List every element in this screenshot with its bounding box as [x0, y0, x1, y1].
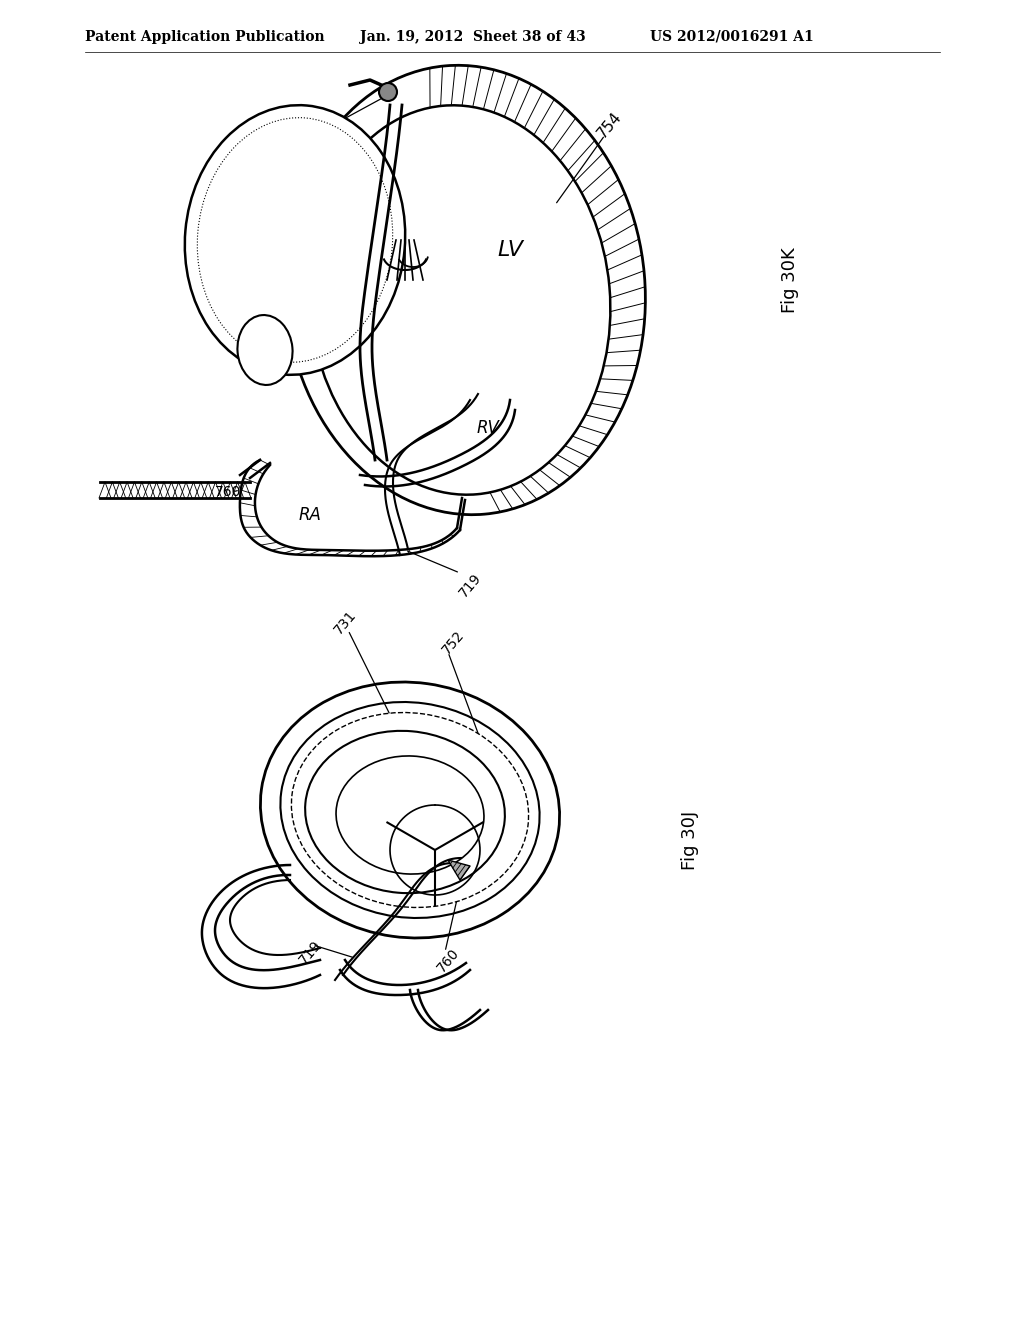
Text: 719: 719 — [456, 570, 484, 599]
Text: RA: RA — [299, 506, 322, 524]
Text: RV: RV — [476, 418, 500, 437]
Text: Patent Application Publication: Patent Application Publication — [85, 30, 325, 44]
Polygon shape — [449, 861, 470, 880]
Text: LV: LV — [497, 240, 523, 260]
Text: 719: 719 — [296, 937, 324, 966]
Ellipse shape — [281, 702, 540, 917]
Text: 752: 752 — [439, 627, 467, 656]
Ellipse shape — [285, 65, 645, 515]
Text: 760: 760 — [215, 484, 242, 499]
Text: 754: 754 — [595, 110, 625, 141]
Text: US 2012/0016291 A1: US 2012/0016291 A1 — [650, 30, 814, 44]
Text: 731: 731 — [331, 607, 358, 636]
Ellipse shape — [336, 756, 484, 874]
Text: Fig 30J: Fig 30J — [681, 810, 699, 870]
Circle shape — [379, 83, 397, 102]
Ellipse shape — [305, 731, 505, 894]
Text: Jan. 19, 2012  Sheet 38 of 43: Jan. 19, 2012 Sheet 38 of 43 — [360, 30, 586, 44]
Text: 760: 760 — [434, 945, 462, 974]
Ellipse shape — [292, 713, 528, 907]
Ellipse shape — [260, 682, 559, 939]
Ellipse shape — [309, 106, 610, 495]
Ellipse shape — [238, 315, 293, 385]
Text: 758: 758 — [295, 110, 325, 141]
Text: Fig 30K: Fig 30K — [781, 247, 799, 313]
Text: LA: LA — [271, 220, 299, 240]
Ellipse shape — [184, 106, 406, 375]
